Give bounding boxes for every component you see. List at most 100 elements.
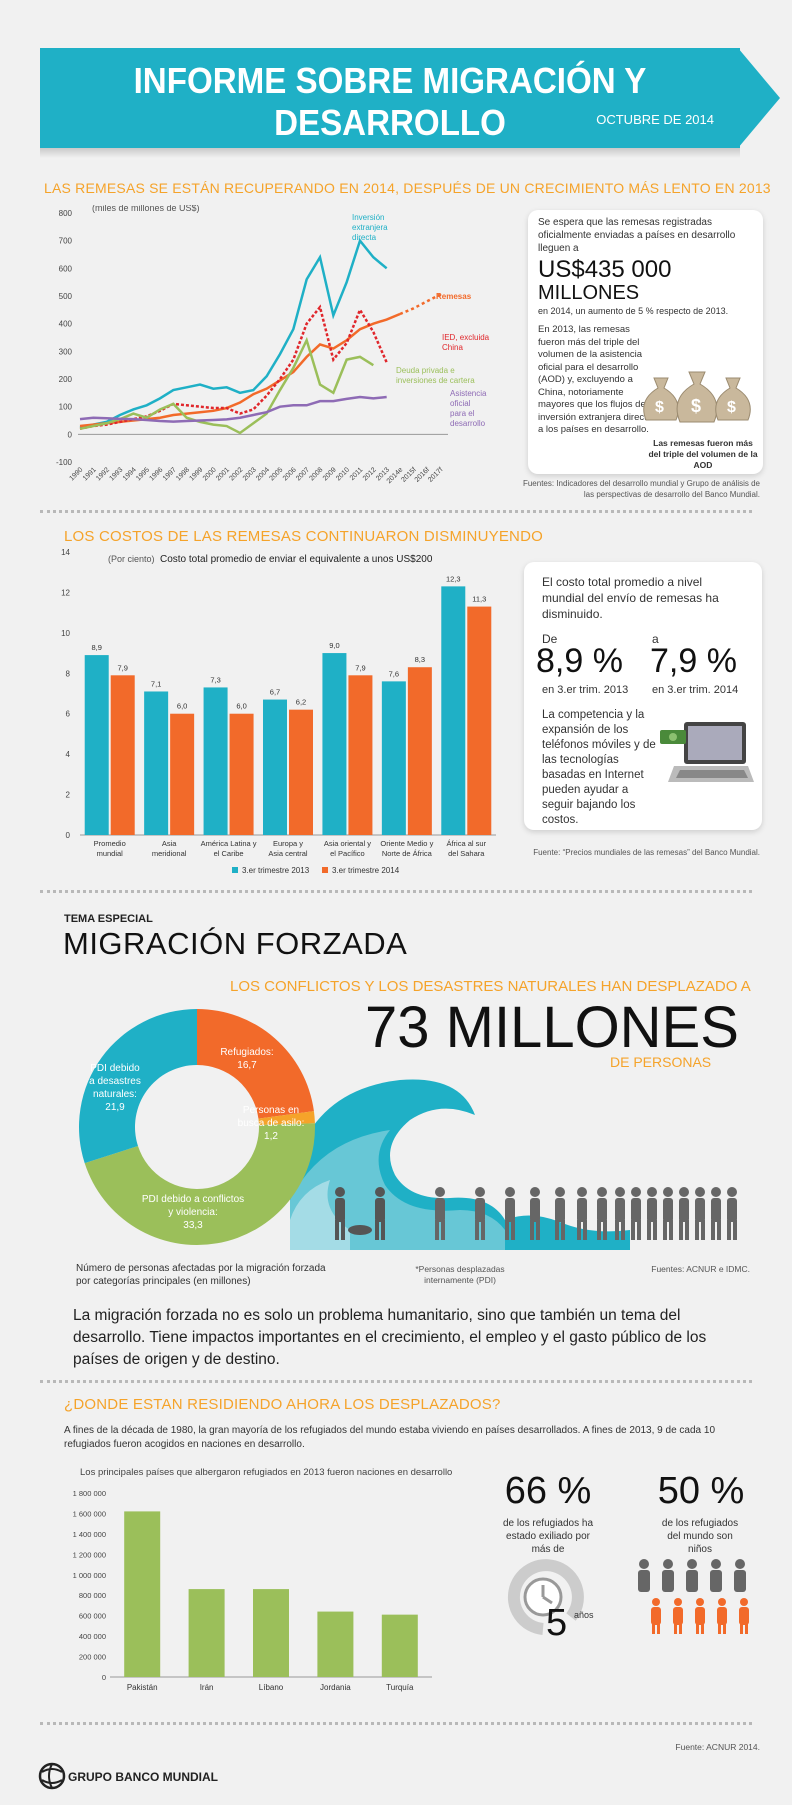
x-tick-label: 1997: [162, 466, 178, 482]
bar-value-label: 8,3: [415, 655, 425, 664]
bar-Irán: [188, 1589, 225, 1677]
bar-2014: [467, 606, 492, 835]
child-silhouette: [673, 1598, 683, 1634]
donut-slice: [79, 1009, 197, 1164]
world-bank-logo-text: GRUPO BANCO MUNDIAL: [68, 1770, 218, 1784]
adult-silhouette: [638, 1559, 650, 1592]
adult-silhouette: [734, 1559, 746, 1592]
children-people-icon: [638, 1559, 749, 1634]
stat2-big: 50 %: [657, 1470, 745, 1512]
stat2-text: de los refugiados del mundo son niños: [661, 1518, 739, 1555]
y-tick-label: 4: [66, 750, 71, 759]
bar-2013: [322, 653, 347, 835]
bar-2013: [84, 655, 109, 835]
card-intro: Se espera que las remesas registradas of…: [538, 217, 736, 254]
displaced-people-silhouettes-icon: [335, 1187, 737, 1240]
category-label: Promedio: [94, 839, 126, 848]
x-tick-label: 2012: [362, 466, 378, 482]
category-label: África al sur: [446, 839, 486, 848]
y-tick-label: 800: [59, 209, 73, 218]
label-deuda: Deuda privada e inversiones de cartera: [396, 366, 475, 385]
x-tick-label: 2004: [255, 466, 271, 482]
series-line-remesas-forecast: [399, 293, 441, 316]
category-label-2: mundial: [97, 849, 124, 858]
category-label-2: Asia central: [268, 849, 308, 858]
stat1-big: 66 %: [504, 1470, 592, 1512]
from-label: De: [542, 632, 558, 646]
forced-line1: LOS CONFLICTOS Y LOS DESASTRES NATURALES…: [230, 978, 751, 995]
series-line-3: [79, 336, 374, 435]
to-value: 7,9 %: [650, 642, 737, 680]
category-label: Líbano: [259, 1683, 284, 1692]
x-tick-label: 1990: [68, 466, 84, 482]
svg-text:$: $: [655, 399, 664, 416]
bar-value-label: 6,7: [270, 688, 280, 697]
section2-heading: LOS COSTOS DE LAS REMESAS CONTINUARON DI…: [64, 528, 543, 545]
y-tick-label: 12: [61, 588, 70, 597]
special-title: MIGRACIÓN FORZADA: [63, 926, 408, 961]
y-tick-label: 1 200 000: [73, 1550, 106, 1559]
x-tick-label: 1996: [148, 466, 164, 482]
banner-arrow: [738, 48, 780, 148]
y-tick-label: 10: [61, 629, 70, 638]
y-tick-label: 0: [102, 1673, 106, 1682]
y-tick-label: 1 800 000: [73, 1489, 106, 1498]
x-tick-label: 2000: [202, 466, 218, 482]
bar-Jordania: [317, 1611, 354, 1677]
y-tick-label: -100: [56, 458, 73, 467]
page-title: INFORME SOBRE MIGRACIÓN Y DESARROLLO: [133, 60, 647, 143]
y-tick-label: 400 000: [79, 1632, 106, 1641]
y-tick-label: 700: [59, 237, 73, 246]
bar-2013: [263, 699, 287, 835]
y-tick-label: 400: [59, 320, 73, 329]
person-silhouette: [727, 1187, 737, 1240]
category-label: Jordania: [320, 1683, 351, 1692]
money-bags-icon: $ $ $: [643, 371, 751, 423]
cost-card-intro: El costo total promedio a nivel mundial …: [542, 575, 719, 621]
person-silhouette: [711, 1187, 721, 1240]
series-line-ied-excl-china: [79, 304, 388, 431]
adult-silhouette: [710, 1559, 722, 1592]
label-aod: Asistencia oficial para el desarrollo: [450, 389, 487, 428]
x-tick-label: 1992: [95, 466, 111, 482]
x-tick-label: 2001: [215, 466, 231, 482]
y-tick-label: 14: [61, 548, 70, 557]
separator-4: [40, 1722, 752, 1725]
money-bags-caption: Las remesas fueron más del triple del vo…: [648, 438, 758, 470]
to-label: a: [652, 632, 659, 646]
cost-chart-title: Costo total promedio de enviar el equiva…: [160, 554, 433, 565]
x-tick-label: 2007: [295, 466, 311, 482]
category-label-2: el Caribe: [214, 849, 244, 858]
child-silhouette: [739, 1598, 749, 1634]
x-tick-label: 2008: [308, 466, 324, 482]
bar-2013: [144, 691, 169, 835]
legend-swatch: [232, 867, 238, 873]
category-label-2: el Pacífico: [330, 849, 365, 858]
section1-heading: LAS REMESAS SE ESTÁN RECUPERANDO EN 2014…: [44, 180, 771, 196]
bar-value-label: 6,0: [236, 702, 246, 711]
person-silhouette: [505, 1187, 515, 1240]
host-countries-bar-chart: 0 200 000 400 000 600 000 800 000 1 000 000 1 …: [73, 1489, 432, 1692]
slice-label-conflictos: PDI debido a conflictos y violencia: 33,3: [142, 1194, 244, 1231]
person-silhouette: [577, 1187, 587, 1240]
person-silhouette: [375, 1187, 385, 1240]
person-silhouette: [695, 1187, 705, 1240]
bar-value-label: 6,0: [177, 702, 187, 711]
bar-value-label: 9,0: [329, 641, 339, 650]
child-silhouette: [717, 1598, 727, 1634]
bar-Pakistán: [124, 1511, 161, 1677]
to-sub: en 3.er trim. 2014: [652, 684, 739, 696]
bar-2014: [170, 713, 195, 835]
x-tick-label: 2009: [322, 466, 338, 482]
separator-2: [40, 890, 752, 893]
y-tick-label: 200 000: [79, 1653, 106, 1662]
cost-chart-unit: (Por ciento): [108, 554, 155, 564]
y-tick-label: 0: [66, 831, 71, 840]
world-bank-logo-icon: [38, 1762, 66, 1790]
y-tick-label: 100: [59, 403, 73, 412]
slice-label-refugiados: Refugiados: 16,7: [220, 1047, 273, 1071]
x-tick-label: 2006: [282, 466, 298, 482]
slice-label-desastres: PDI debido a desastres naturales: 21,9: [89, 1063, 141, 1113]
x-tick-label: 2010: [335, 466, 351, 482]
bar-2014: [110, 675, 135, 835]
